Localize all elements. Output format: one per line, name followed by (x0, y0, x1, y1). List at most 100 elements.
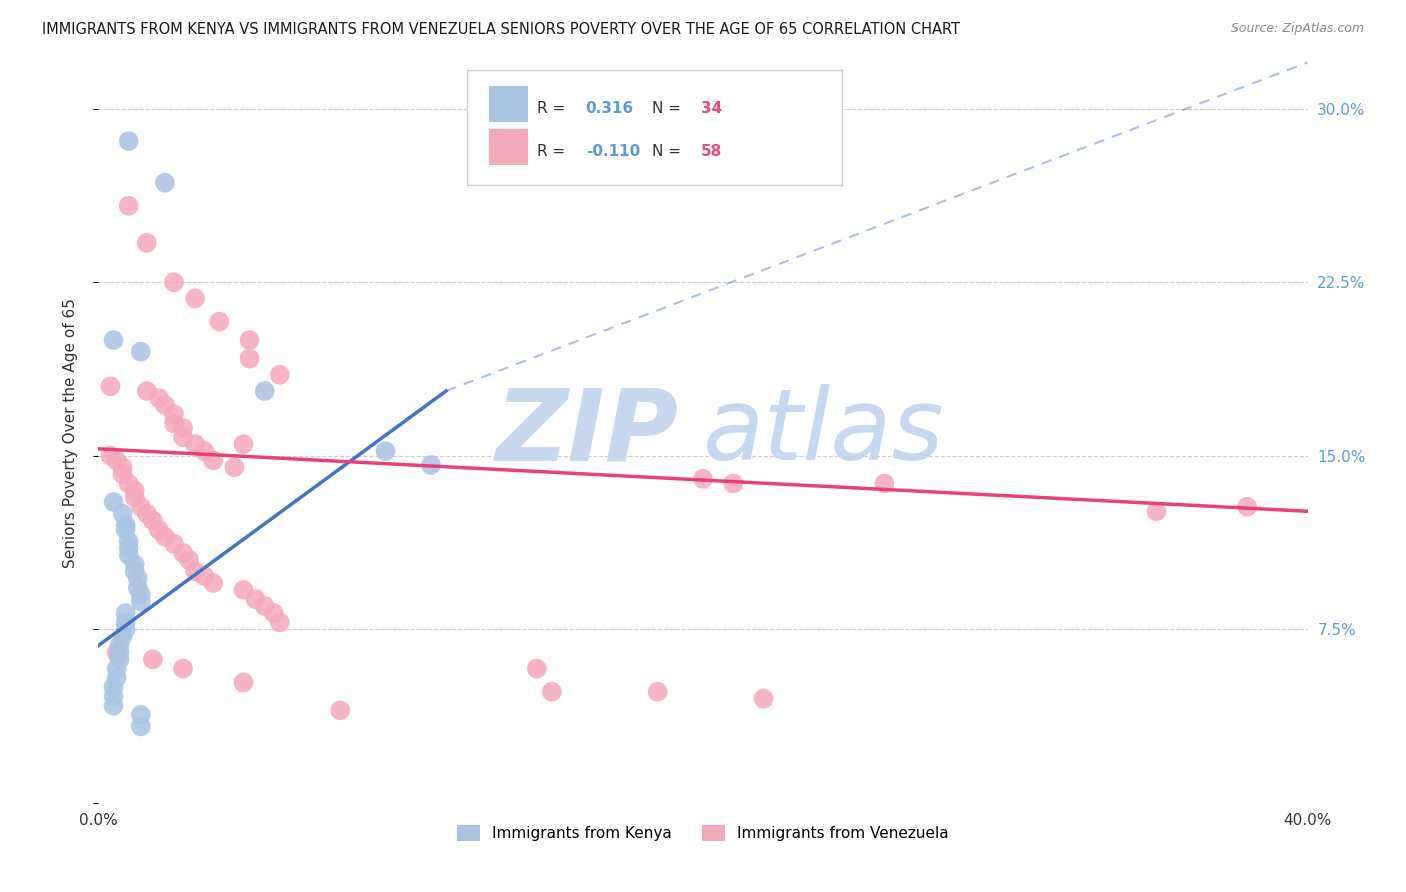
Text: R =: R = (537, 144, 571, 159)
Point (172, 546, 194, 560)
Point (253, 599, 276, 614)
Point (118, 199, 141, 213)
Text: atlas: atlas (703, 384, 945, 481)
Point (179, 553, 201, 567)
Point (124, 565, 146, 579)
Point (127, 571, 149, 585)
Point (111, 507, 134, 521)
Point (208, 314, 231, 328)
Point (108, 645, 131, 659)
Point (129, 344, 152, 359)
Point (163, 417, 186, 431)
Point (224, 460, 246, 475)
Text: 58: 58 (700, 144, 721, 159)
Point (232, 675, 254, 690)
Point (172, 430, 194, 444)
Point (184, 565, 207, 579)
Point (111, 467, 134, 482)
Point (245, 592, 267, 607)
Point (540, 685, 562, 699)
Point (103, 680, 125, 694)
Text: R =: R = (537, 101, 571, 116)
Point (129, 594, 152, 608)
Point (135, 384, 157, 398)
Point (202, 453, 225, 467)
Point (232, 582, 254, 597)
Point (114, 523, 136, 537)
Point (253, 384, 276, 398)
Point (105, 671, 128, 685)
Point (129, 719, 152, 733)
Point (124, 491, 146, 505)
Point (269, 615, 291, 630)
Point (108, 652, 131, 666)
Point (193, 444, 215, 458)
Point (647, 685, 669, 699)
Text: Source: ZipAtlas.com: Source: ZipAtlas.com (1230, 22, 1364, 36)
Point (1144, 504, 1167, 518)
Point (114, 606, 136, 620)
Point (127, 581, 149, 595)
Point (193, 569, 215, 583)
Point (163, 407, 186, 421)
Point (118, 134, 141, 148)
Point (129, 500, 152, 514)
Point (124, 483, 146, 498)
Point (135, 507, 157, 521)
Point (135, 235, 157, 250)
Point (269, 368, 291, 382)
Point (153, 176, 176, 190)
FancyBboxPatch shape (489, 87, 527, 121)
Point (114, 518, 136, 533)
Point (153, 398, 176, 412)
Point (118, 548, 141, 562)
Point (232, 437, 254, 451)
Text: N =: N = (652, 101, 686, 116)
Point (118, 476, 141, 491)
Point (202, 576, 225, 591)
Point (103, 333, 125, 347)
Point (153, 530, 176, 544)
Point (118, 541, 141, 556)
Point (263, 606, 285, 620)
Text: 34: 34 (700, 101, 721, 116)
FancyBboxPatch shape (467, 70, 842, 185)
Text: -0.110: -0.110 (586, 144, 640, 159)
Point (163, 275, 186, 289)
Point (526, 662, 548, 676)
Point (105, 645, 128, 659)
Y-axis label: Seniors Poverty Over the Age of 65: Seniors Poverty Over the Age of 65 (63, 298, 77, 567)
Point (108, 639, 131, 653)
Point (142, 514, 165, 528)
Point (329, 703, 352, 717)
Point (239, 351, 262, 366)
Text: 0.316: 0.316 (586, 101, 634, 116)
Point (374, 444, 396, 458)
Point (184, 292, 207, 306)
Point (420, 458, 443, 472)
Point (723, 476, 745, 491)
Point (129, 707, 152, 722)
Point (163, 536, 186, 550)
Point (100, 379, 122, 393)
Point (111, 629, 134, 643)
Point (114, 622, 136, 636)
Point (105, 453, 128, 467)
Point (752, 691, 775, 706)
Point (148, 523, 170, 537)
Text: IMMIGRANTS FROM KENYA VS IMMIGRANTS FROM VENEZUELA SENIORS POVERTY OVER THE AGE : IMMIGRANTS FROM KENYA VS IMMIGRANTS FROM… (42, 22, 960, 37)
Point (103, 495, 125, 509)
Point (1236, 500, 1258, 514)
Point (124, 558, 146, 572)
Point (172, 421, 194, 435)
Point (239, 333, 262, 347)
Point (114, 615, 136, 630)
Point (142, 652, 165, 666)
Point (111, 460, 134, 475)
Point (873, 476, 896, 491)
Point (103, 690, 125, 704)
Point (129, 588, 152, 602)
Point (692, 472, 714, 486)
Point (103, 698, 125, 713)
FancyBboxPatch shape (489, 129, 527, 165)
